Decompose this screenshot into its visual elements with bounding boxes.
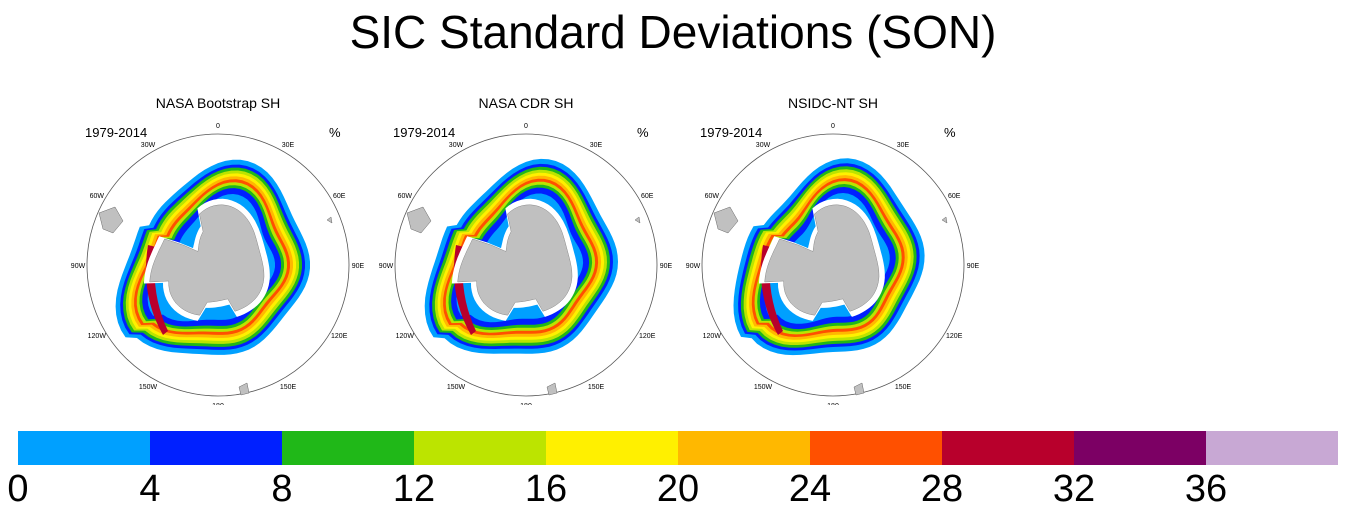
longitude-label: 30E	[897, 142, 910, 149]
longitude-label: 60W	[90, 193, 105, 200]
longitude-label: 180	[212, 403, 224, 405]
longitude-label: 0	[216, 123, 220, 130]
colorbar-tick-label: 12	[392, 468, 436, 510]
antarctica-landmass	[149, 204, 265, 316]
longitude-label: 180	[827, 403, 839, 405]
unit-label: %	[944, 125, 956, 140]
polar-map: 0 30E 60E 90E 120E 150E 180 150W 120W 90W 60W 30W	[686, 123, 980, 405]
longitude-label: 30W	[756, 142, 771, 149]
longitude-label: 60W	[705, 193, 720, 200]
colorbar-swatch	[678, 431, 810, 465]
colorbar-labels: 0 4 8 12 16 20 24 28 32 36	[0, 468, 1346, 513]
longitude-label: 120E	[639, 333, 656, 340]
longitude-label: 150W	[139, 384, 158, 391]
longitude-label: 90E	[352, 263, 365, 270]
longitude-label: 30W	[449, 142, 464, 149]
colorbar-swatch	[810, 431, 942, 465]
colorbar-tick-label: 32	[1052, 468, 1096, 510]
map-panel-nsidc-nt: 0 30E 60E 90E 120E 150E 180 150W 120W 90W 60W 30W N…	[678, 95, 988, 405]
longitude-label: 120E	[331, 333, 348, 340]
longitude-label: 120W	[396, 333, 415, 340]
colorbar-swatch	[150, 431, 282, 465]
longitude-label: 60E	[641, 193, 654, 200]
colorbar-tick-label: 28	[920, 468, 964, 510]
unit-label: %	[637, 125, 649, 140]
longitude-label: 90W	[686, 263, 701, 270]
longitude-label: 120E	[946, 333, 963, 340]
new-zealand-landmass	[546, 382, 558, 396]
longitude-label: 150E	[280, 384, 297, 391]
panel-title: NASA CDR SH	[478, 95, 574, 111]
longitude-label: 120W	[88, 333, 107, 340]
longitude-label: 30W	[141, 142, 156, 149]
colorbar-tick-label: 0	[7, 468, 29, 510]
colorbar-tick-label: 8	[271, 468, 293, 510]
kerguelen-island	[941, 216, 948, 224]
south-america-landmass	[713, 206, 739, 234]
colorbar-swatch	[942, 431, 1074, 465]
colorbar-swatch	[18, 431, 150, 465]
colorbar-swatch	[414, 431, 546, 465]
colorbar	[18, 431, 1338, 465]
map-panel-bootstrap: 0 30E 60E 90E 120E 150E 180 150W 120W 90W 60W 30W N…	[63, 95, 373, 405]
period-label: 1979-2014	[393, 125, 456, 140]
antarctica-landmass	[764, 204, 880, 316]
kerguelen-island	[634, 216, 641, 224]
colorbar-tick-label: 16	[524, 468, 568, 510]
panel-title: NSIDC-NT SH	[788, 95, 878, 111]
longitude-label: 30E	[590, 142, 603, 149]
period-label: 1979-2014	[85, 125, 148, 140]
colorbar-swatch	[282, 431, 414, 465]
longitude-label: 30E	[282, 142, 295, 149]
longitude-label: 60W	[398, 193, 413, 200]
south-america-landmass	[98, 206, 124, 234]
longitude-label: 120W	[703, 333, 722, 340]
longitude-label: 0	[524, 123, 528, 130]
page-title: SIC Standard Deviations (SON)	[349, 6, 997, 58]
longitude-label: 150E	[588, 384, 605, 391]
longitude-label: 90W	[379, 263, 394, 270]
longitude-label: 60E	[333, 193, 346, 200]
longitude-label: 150W	[447, 384, 466, 391]
colorbar-swatch	[546, 431, 678, 465]
polar-map: 0 30E 60E 90E 120E 150E 180 150W 120W 90W 60W 30W	[71, 123, 365, 405]
longitude-label: 150W	[754, 384, 773, 391]
colorbar-tick-label: 4	[139, 468, 161, 510]
colorbar-tick-label: 24	[788, 468, 832, 510]
south-america-landmass	[406, 206, 432, 234]
longitude-label: 60E	[948, 193, 961, 200]
polar-map: 0 30E 60E 90E 120E 150E 180 150W 120W 90W 60W 30W	[379, 123, 673, 405]
longitude-label: 0	[831, 123, 835, 130]
new-zealand-landmass	[238, 382, 250, 396]
kerguelen-island	[326, 216, 333, 224]
colorbar-tick-label: 20	[656, 468, 700, 510]
colorbar-swatch	[1074, 431, 1206, 465]
map-panel-cdr: 0 30E 60E 90E 120E 150E 180 150W 120W 90W 60W 30W N…	[371, 95, 681, 405]
longitude-label: 90E	[967, 263, 980, 270]
longitude-label: 90W	[71, 263, 86, 270]
longitude-label: 90E	[660, 263, 673, 270]
antarctica-landmass	[457, 204, 573, 316]
period-label: 1979-2014	[700, 125, 763, 140]
colorbar-swatch	[1206, 431, 1338, 465]
longitude-label: 150E	[895, 384, 912, 391]
new-zealand-landmass	[853, 382, 865, 396]
colorbar-tick-label: 36	[1184, 468, 1228, 510]
longitude-label: 180	[520, 403, 532, 405]
unit-label: %	[329, 125, 341, 140]
panel-title: NASA Bootstrap SH	[155, 95, 281, 111]
